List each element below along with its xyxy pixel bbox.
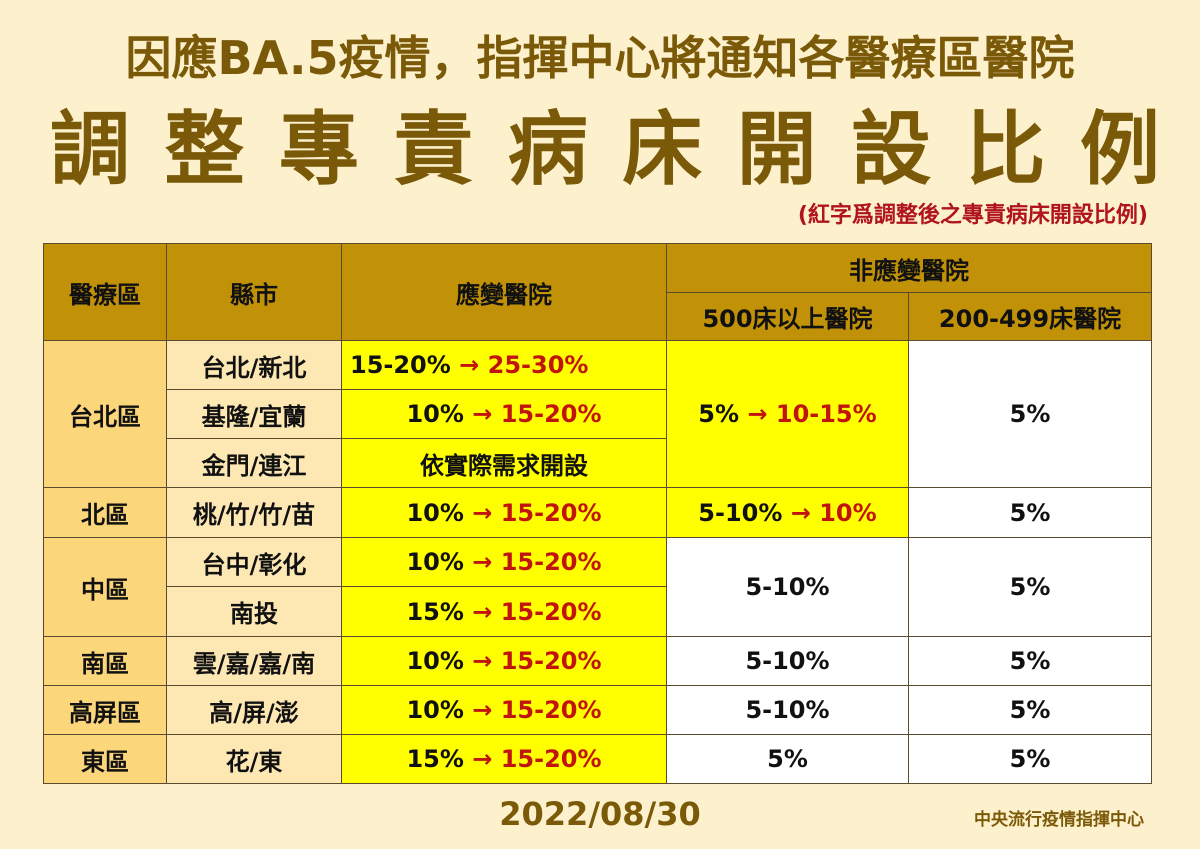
response-ratio-cell: 10% → 15-20%	[341, 487, 667, 538]
table-row: 台北區 台北/新北 15-20% → 25-30% 5% → 10-15% 5%	[43, 340, 1152, 488]
region-cell: 台北區	[43, 340, 167, 488]
new-ratio: 15-20%	[500, 647, 602, 675]
publish-date: 2022/08/30	[499, 795, 701, 833]
subtitle-char: 設	[851, 103, 932, 196]
organization-name: 中央流行疫情指揮中心	[974, 810, 1144, 830]
response-ratio-cell: 15% → 15-20%	[341, 586, 667, 637]
over500-ratio-cell: 5-10%	[666, 685, 909, 735]
region-cell: 東區	[43, 734, 167, 784]
arrow-icon: →	[472, 400, 493, 428]
city-cell: 花/東	[166, 734, 342, 784]
subtitle-char: 責	[393, 103, 474, 196]
new-ratio: 15-20%	[500, 696, 602, 724]
b200-ratio-cell: 5%	[908, 340, 1152, 488]
city-cell: 雲/嘉/嘉/南	[166, 636, 342, 686]
region-cell: 北區	[43, 487, 167, 538]
header-over-500-beds: 500床以上醫院	[666, 292, 909, 341]
subtitle-char: 比	[965, 103, 1046, 196]
new-ratio: 15-20%	[500, 400, 602, 428]
b200-ratio-cell: 5%	[908, 685, 1152, 735]
old-ratio: 5%	[698, 400, 740, 428]
response-ratio-cell: 15-20% → 25-30%	[341, 340, 667, 390]
arrow-icon: →	[472, 597, 493, 626]
arrow-icon: →	[747, 400, 768, 428]
page-title: 因應BA.5疫情，指揮中心將通知各醫療區醫院	[125, 31, 1075, 85]
subtitle-char: 病	[507, 103, 588, 196]
subtitle-char: 床	[622, 103, 703, 196]
over500-ratio-cell: 5-10%	[666, 537, 909, 637]
header-region: 醫療區	[43, 243, 167, 341]
region-cell: 南區	[43, 636, 167, 686]
response-ratio-cell: 依實際需求開設	[341, 438, 667, 488]
city-cell: 台中/彰化	[166, 537, 342, 587]
city-cell: 桃/竹/竹/苗	[166, 487, 342, 538]
response-ratio-cell: 10% → 15-20%	[341, 636, 667, 686]
b200-ratio-cell: 5%	[908, 734, 1152, 784]
old-ratio: 10%	[406, 548, 464, 576]
arrow-icon: →	[472, 548, 493, 576]
arrow-icon: →	[472, 696, 493, 724]
arrow-icon: →	[472, 647, 493, 675]
new-ratio: 15-20%	[500, 597, 602, 626]
table-row: 基隆/宜蘭 10% → 15-20%	[44, 389, 1152, 439]
bed-ratio-table: 醫療區 縣市 應變醫院 非應變醫院 500床以上醫院 200-499床醫院 台北…	[43, 243, 1152, 784]
header-200-499-beds: 200-499床醫院	[908, 292, 1152, 341]
old-ratio: 15-20%	[350, 351, 451, 379]
city-cell: 基隆/宜蘭	[166, 389, 342, 439]
old-ratio: 10%	[406, 498, 464, 527]
table-row: 東區 花/東 15% → 15-20% 5% 5%	[43, 734, 1152, 784]
subtitle-char: 調	[50, 103, 130, 196]
response-ratio-cell: 10% → 15-20%	[341, 685, 667, 735]
new-ratio: 15-20%	[500, 548, 602, 576]
response-ratio-cell: 15% → 15-20%	[341, 734, 667, 784]
new-ratio: 15-20%	[500, 745, 602, 773]
city-cell: 高/屏/澎	[166, 685, 342, 735]
over500-ratio-cell: 5-10% → 10%	[666, 487, 909, 538]
old-ratio: 10%	[406, 696, 464, 724]
b200-ratio-cell: 5%	[908, 487, 1152, 538]
city-cell: 金門/連江	[166, 438, 342, 488]
subtitle-char: 開	[736, 103, 817, 196]
response-ratio-cell: 10% → 15-20%	[341, 537, 667, 587]
header-non-response-hospital: 非應變醫院	[666, 243, 1152, 293]
subtitle-char: 整	[164, 103, 245, 196]
subtitle-char: 例	[1079, 103, 1160, 196]
over500-ratio-cell: 5%	[666, 734, 909, 784]
new-ratio: 10%	[819, 498, 877, 527]
header-city: 縣市	[166, 243, 342, 341]
old-ratio: 10%	[406, 647, 464, 675]
new-ratio: 25-30%	[487, 351, 589, 379]
b200-ratio-cell: 5%	[908, 636, 1152, 686]
arrow-icon: →	[472, 498, 493, 527]
table-row: 金門/連江 依實際需求開設	[44, 438, 1152, 488]
table-row: 北區 桃/竹/竹/苗 10% → 15-20% 5-10% → 10% 5%	[43, 487, 1152, 538]
page-subtitle: 調 整 專 責 病 床 開 設 比 例	[50, 100, 1160, 200]
over500-ratio-cell: 5-10%	[666, 636, 909, 686]
table-row: 南區 雲/嘉/嘉/南 10% → 15-20% 5-10% 5%	[43, 636, 1152, 686]
table-row: 高屏區 高/屏/澎 10% → 15-20% 5-10% 5%	[43, 685, 1152, 735]
city-cell: 南投	[166, 586, 342, 637]
subtitle-char: 專	[278, 103, 359, 196]
old-ratio: 5-10%	[698, 498, 783, 527]
red-text-note: (紅字爲調整後之專責病床開設比例)	[797, 203, 1148, 228]
region-cell: 高屏區	[43, 685, 167, 735]
region-cell: 中區	[43, 537, 167, 637]
arrow-icon: →	[459, 351, 480, 379]
new-ratio: 10-15%	[775, 400, 877, 428]
over500-ratio-cell: 5% → 10-15%	[666, 340, 909, 488]
response-ratio-cell: 10% → 15-20%	[341, 389, 667, 439]
old-ratio: 10%	[406, 400, 464, 428]
old-ratio: 15%	[406, 597, 464, 626]
arrow-icon: →	[790, 498, 811, 527]
header-response-hospital: 應變醫院	[341, 243, 667, 341]
b200-ratio-cell: 5%	[908, 537, 1152, 637]
table-row: 中區 台中/彰化 10% → 15-20% 5-10% 5%	[43, 537, 1152, 637]
arrow-icon: →	[472, 745, 493, 773]
city-cell: 台北/新北	[166, 340, 342, 390]
old-ratio: 15%	[406, 745, 464, 773]
new-ratio: 15-20%	[500, 498, 602, 527]
